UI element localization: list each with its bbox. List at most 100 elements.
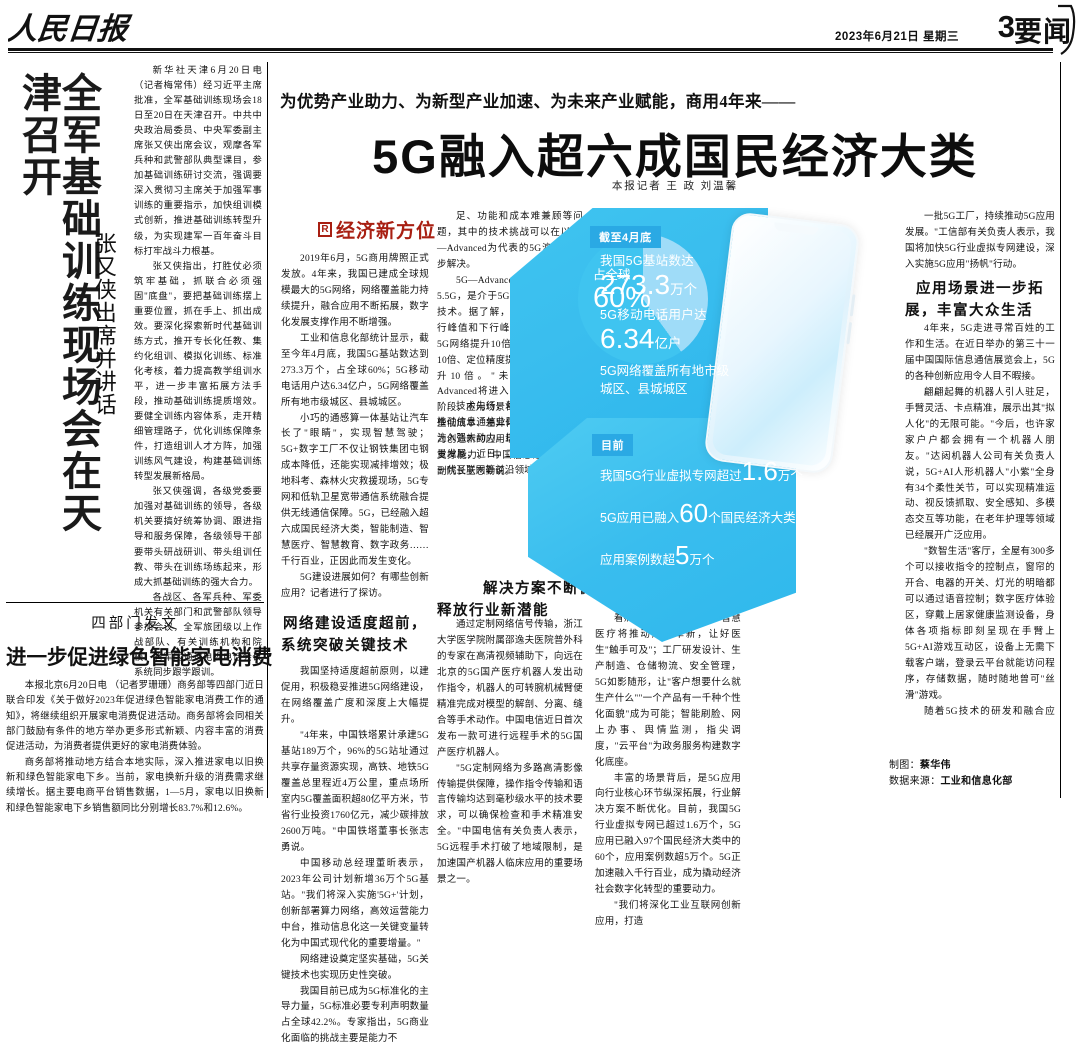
stat-row3-suffix: 万个 [689,553,715,567]
paragraph: 工业和信息化部统计显示，截至今年4月底，我国5G基站数达到273.3万个，占全球… [281,333,429,408]
source-credit: 数据来源：工业和信息化部 [889,774,1069,790]
article-column-2: 2019年6月，5G商用牌照正式发放。4年来，我国已建成全球规模最大的5G网络，… [281,252,429,1044]
stat1-value: 273.3 [600,269,671,301]
subheading-line-1: 应用场景进一步拓 [916,281,1044,297]
column-divider-1 [267,62,268,798]
masthead-date: 2023年6月21日 星期三 [835,31,959,43]
pie-chart-value: 60% [593,282,652,314]
stat-row3-prefix: 应用案例数超 [600,553,676,567]
stat1-unit: 万个 [670,282,698,298]
article-column-5-sub: 应用场景进一步拓 展，丰富大众生活 [905,268,1055,331]
main-byline: 本报记者 王 政 刘温馨 [611,181,739,192]
stat2-unit: 亿户 [654,336,682,352]
stat-row1-suffix: 万个 [777,469,803,483]
chart-credit: 制图：蔡华伟 [889,758,1069,774]
paragraph: 各战区、各军兵种、军委机关有关部门和武警部队领导参加会议，全军旅团级以上作战部队… [134,592,262,678]
paragraph: "5G定制网络为多路高清影像传输提供保障，操作指令传输和语言传输均达到毫秒级水平… [437,763,583,886]
left-article-body: 新华社天津6月20日电（记者梅常伟）经习近平主席批准，全军基础训练现场会18日至… [134,64,262,681]
paragraph: 新华社天津6月20日电（记者梅常伟）经习近平主席批准，全军基础训练现场会18日至… [134,66,262,257]
page-right-border [1060,62,1061,798]
stat-row2-number: 60 [679,498,709,528]
lower-left-article: 四部门发文 进一步促进绿色智能家电消费 本报北京6月20日电 （记者罗珊珊）商务… [6,612,273,817]
left-article: 全军基础训练现场会在天津召开 张又侠出席并讲话 新华社天津6月20日电（记者梅常… [6,62,264,678]
paragraph: 足、功能和成本难兼顾等问题，其中的技术挑战可以在以5G—Advanced为代表的… [437,212,583,270]
pie-chart-label-group: 占全球 60% [593,268,651,313]
subheading-line-2: 系统突破关键技术 [281,637,409,654]
main-headline: 5G融入超六成国民经济大类 [372,130,978,183]
lower-left-headline: 进一步促进绿色智能家电消费 [6,646,273,669]
left-article-headline: 全军基础训练现场会在天津召开 [16,72,100,534]
paragraph: "我们将深化工业互联网创新应用，打造 [595,901,741,928]
stat2-value-group: 6.34亿户 [600,323,780,355]
stat3-line2: 城区、县城城区 [600,381,688,396]
section-title: 要闻 [1013,17,1072,48]
source-credit-value: 工业和信息化部 [940,775,1013,787]
stat1-value-group: 273.3万个 [600,269,780,301]
paragraph: "数智生活"客厅，全屋有300多个可以接收指令的控制点，窗帘的开合、电器的开关、… [905,547,1055,701]
paragraph: "4年来，中国铁塔累计承建5G基站189万个，96%的5G站址通过共享存量资源实… [281,731,430,853]
subheading-line-2: 展，丰富大众生活 [905,302,1033,319]
subheading-line-2: 释放行业新潜能 [437,602,549,619]
paragraph: 网络建设奠定坚实基础，5G关键技术也实现历史性突破。 [281,954,429,981]
pie-chart-global-share [578,234,708,364]
chart-credit-author: 蔡华伟 [919,759,951,771]
paragraph: 通过定制网络信号传输，浙江大学医学院附属邵逸夫医院普外科的专家在高清视频辅助下，… [437,620,583,758]
tag-current: 目前 [592,434,633,456]
stat-row2-suffix: 个国民经济大类 [708,511,796,525]
paragraph: 随着5G技术的研发和融合应用，越来越多充满科幻感的产品不断落地，走进千家万户。 [924,706,1055,717]
stat-row2-prefix: 5G应用已融入 [600,511,680,525]
subheading-1: 网络建设适度超前， 系统突破关键技术 [281,614,429,658]
svg-text:人民日报: 人民日报 [8,12,133,46]
masthead-swoosh-icon [1058,4,1076,55]
article-column-5-top: 一批5G工厂，持续推动5G应用发展。"工信部有关负责人表示，我国将加快5G行业虚… [905,210,1055,274]
masthead-rule-thin [8,52,1053,53]
paragraph: 4年来，5G走进寻常百姓的工作和生活。在近日举办的第三十一届中国国际信息通信展览… [905,324,1055,382]
paragraph: 我国目前已成为5G标准化的主导力量，5G标准必要专利声明数量占全球42.2%。专… [281,986,429,1045]
paragraph: 商务部将推动地方结合本地实际，深入推进家电以旧换新和绿色智能家电下乡。当前，家电… [6,757,264,814]
paragraph: 小巧的通感算一体基站让汽车长了"眼睛"，实现智慧驾驶；5G+数字工厂不仅让钢铁集… [281,413,429,568]
article-column-3-top: 足、功能和成本难兼顾等问题，其中的技术挑战可以在以5G—Advanced为代表的… [437,210,583,481]
page-number: 3 [997,9,1015,44]
stat1-label: 我国5G基站数达 [600,254,695,268]
stat-row3-number: 5 [675,540,690,570]
paragraph: 本报北京6月20日电 （记者罗珊珊）商务部等四部门近日联合印发《关于做好2023… [6,681,264,753]
left-article-divider [6,602,264,603]
pie-chart-label: 占全球 [593,268,631,282]
tag-as-of-april: 截至4月底 [590,226,661,248]
stat-row-2: 5G应用已融入60个国民经济大类 [600,500,900,526]
paragraph: 5G建设进展如何？有哪些创新应用？记者进行了探访。 [281,573,429,600]
paragraph: 张又侠指出，打胜仗必须筑牢基础，抓联合必须强固"底盘"，要把基础训练摆上重要位置… [134,261,262,483]
peoples-daily-logo-icon: 人民日报 [8,6,158,48]
chart-credit-label: 制图： [889,759,920,771]
series-badge: R 经济新方位 [318,216,436,243]
stat3-line1: 5G网络覆盖所有地市级 [600,363,730,378]
series-badge-label: 经济新方位 [336,221,437,242]
stats-block-bottom: 我国5G行业虚拟专网超过1.6万个 5G应用已融入60个国民经济大类 应用案例数… [600,458,900,584]
article-column-5-body: 4年来，5G走进寻常百姓的工作和生活。在近日举办的第三十一届中国国际信息通信展览… [905,322,1055,720]
registered-mark-icon: R [318,222,332,237]
lower-left-kicker: 四部门发文 [91,616,179,632]
lower-left-body: 本报北京6月20日电 （记者罗珊珊）商务部等四部门近日联合印发《关于做好2023… [6,679,264,817]
stat-row1-number: 1.6 [741,456,778,486]
paragraph: 5G—Advanced也被称为5.5G，是介于5G和6G之间的演进技术。据了解，… [437,275,583,478]
subheading-line-1: 网络建设适度超前， [283,615,427,632]
article-column-3b: 通过定制网络信号传输，浙江大学医学院附属邵逸夫医院普外科的专家在高清视频辅助下，… [437,618,583,885]
left-article-subhead: 张又侠出席并讲话 [91,232,117,416]
paragraph: 2019年6月，5G商用牌照正式发放。4年来，我国已建成全球规模最大的5G网络，… [281,254,429,328]
credits-block: 制图：蔡华伟 数据来源：工业和信息化部 [889,758,1069,790]
stat-row-3: 应用案例数超5万个 [600,542,900,568]
stats-block-top: 我国5G基站数达 273.3万个 5G移动电话用户达 6.34亿户 5G网络覆盖… [600,252,780,398]
paragraph: 我国坚持适度超前原则，以建促用，积极稳妥推进5G网络建设，在网络覆盖广度和深度上… [281,667,429,726]
infographic-5g-stats: 占全球 60% 截至4月底 我国5G基站数达 273.3万个 5G移动电话用户达… [500,196,900,642]
masthead: 人民日报 2023年6月21日 星期三 3 要闻 [0,0,1077,56]
paragraph: 丰富的场景背后，是5G应用向行业核心环节纵深拓展，行业解决方案不断优化。目前，我… [595,773,741,896]
stat-row1-prefix: 我国5G行业虚拟专网超过 [600,469,742,483]
stat2-value: 6.34 [600,323,655,355]
masthead-rule [8,48,1053,51]
main-kicker: 为优势产业助力、为新型产业加速、为未来产业赋能，商用4年来—— [280,92,796,111]
stat2-label: 5G移动电话用户达 [600,307,707,322]
source-credit-label: 数据来源： [889,775,941,787]
paragraph: 张又侠强调，各级党委要加强对基础训练的领导，各级机关要搞好统筹协调、跟进指导和服… [134,487,262,588]
paragraph: 中国移动总经理董昕表示，2023年公司计划新增36万个5G基站。"我们将深入实施… [281,858,429,949]
